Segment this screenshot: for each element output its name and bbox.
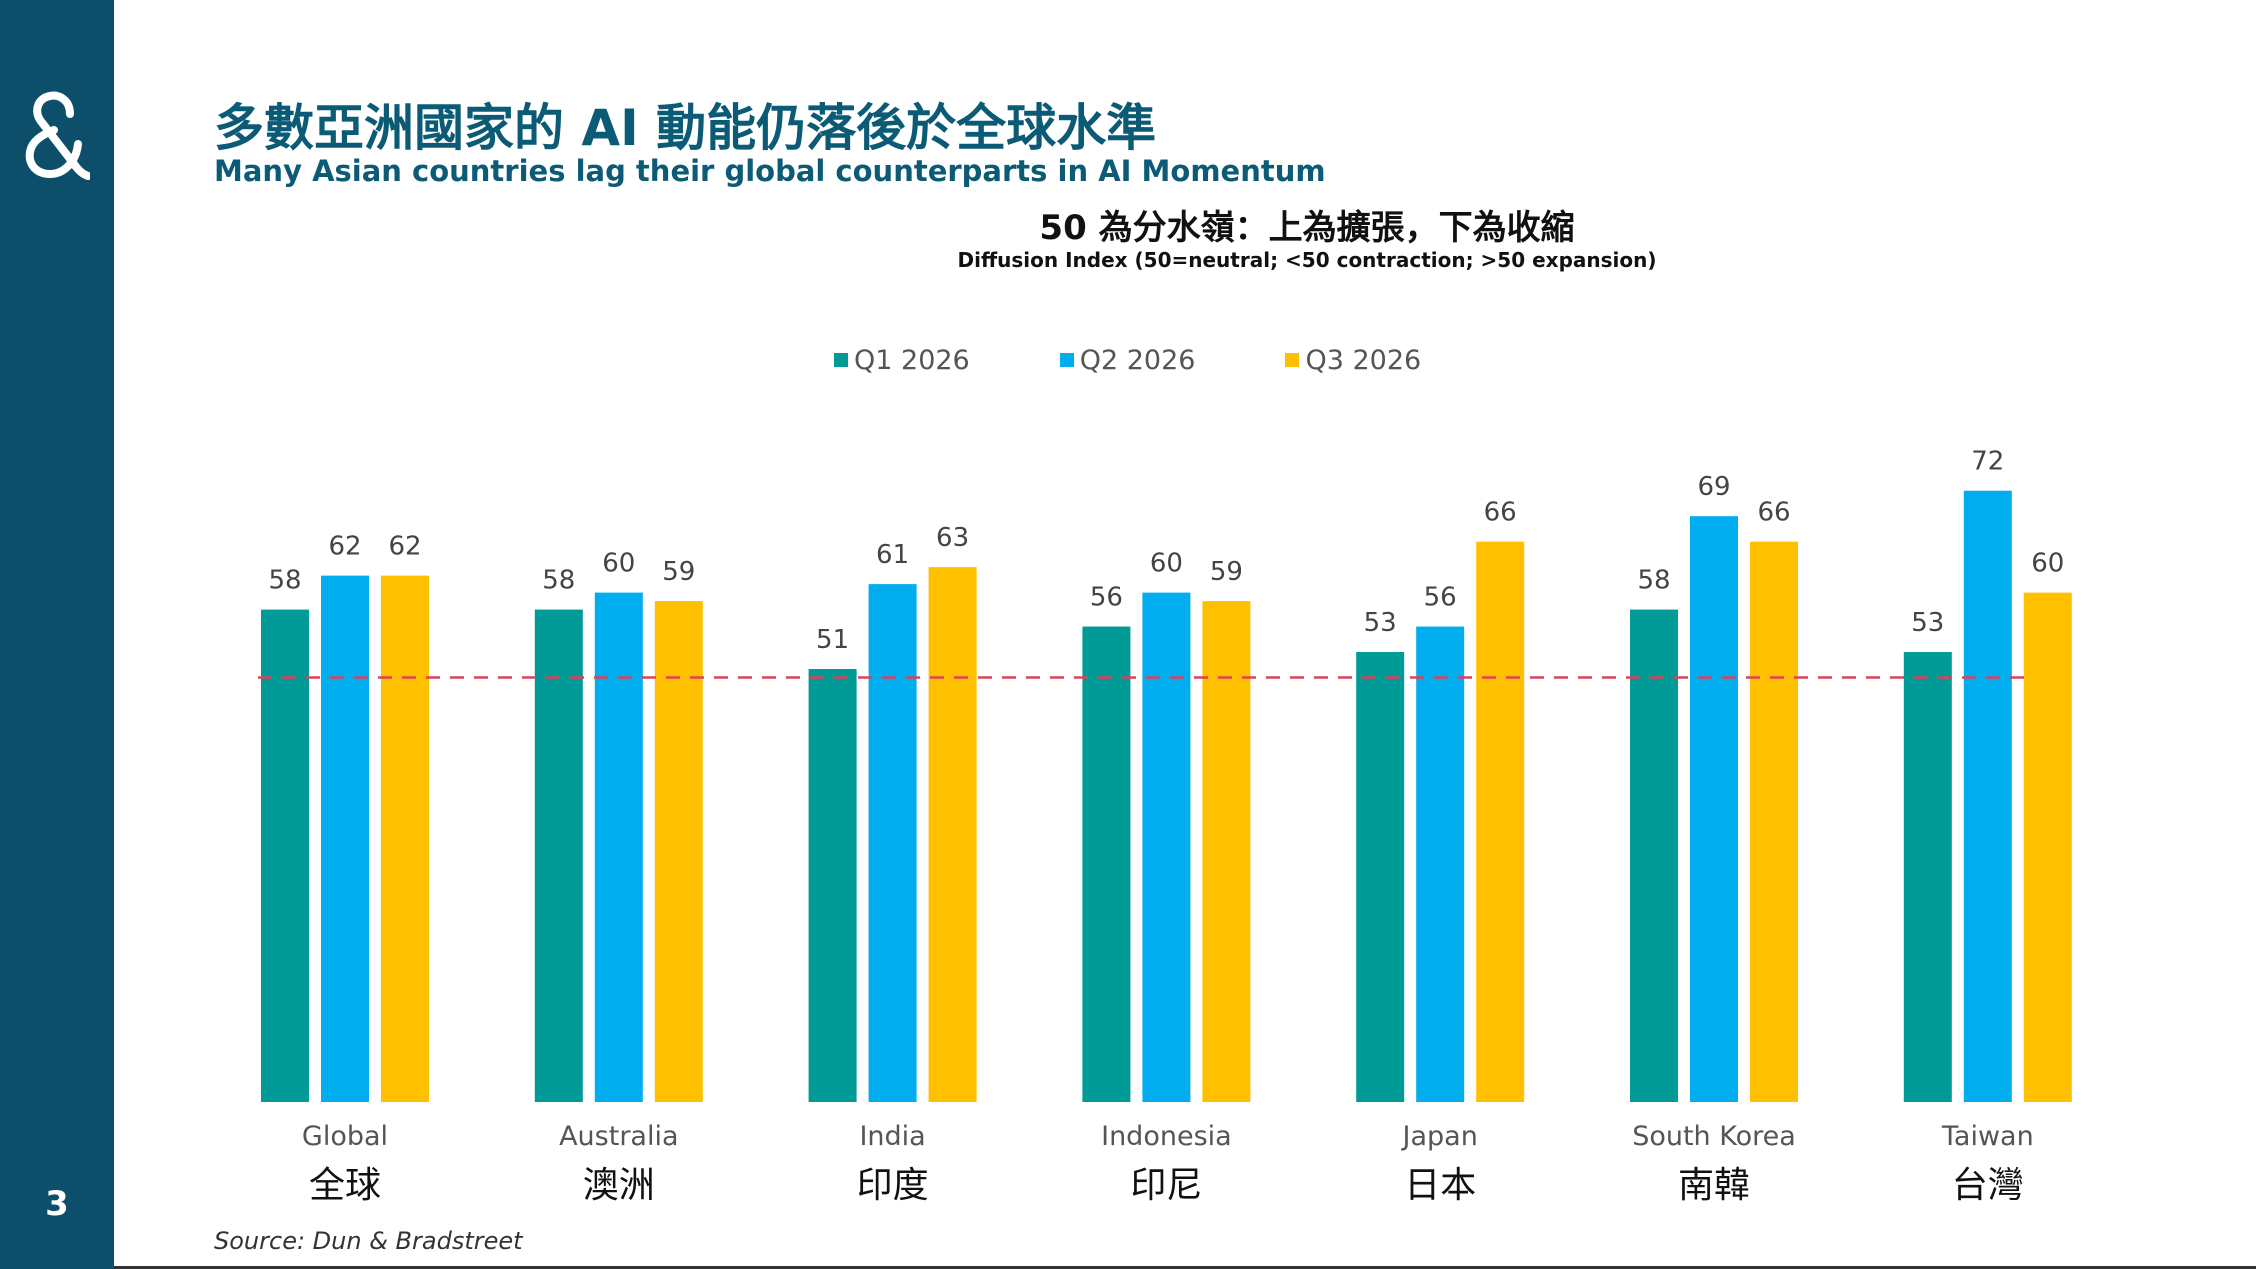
bar: [1416, 626, 1465, 1102]
bar: [261, 609, 309, 1102]
category-label: Taiwan: [1941, 1121, 2034, 1152]
category-label-zh: 日本: [1404, 1165, 1476, 1206]
bar: [321, 575, 369, 1102]
page-title: 多數亞洲國家的 AI 動能仍落後於全球水準: [214, 99, 1157, 157]
data-label: 58: [1637, 566, 1670, 596]
category-label-zh: 台灣: [1952, 1165, 2024, 1206]
category-label-zh: 澳洲: [583, 1165, 655, 1206]
category-label: Indonesia: [1101, 1121, 1232, 1152]
bar: [928, 567, 977, 1102]
legend-label-q1: Q1 2026: [854, 344, 970, 376]
bar: [534, 609, 583, 1102]
bar: [594, 592, 643, 1102]
legend-item-q1: Q1 2026: [834, 345, 970, 376]
chart-subtitle: Diffusion Index (50=neutral; <50 contrac…: [957, 248, 1657, 272]
bar: [808, 669, 857, 1102]
legend-item-q2: Q2 2026: [1059, 344, 1196, 376]
page-subtitle: Many Asian countries lag their global co…: [214, 154, 1326, 188]
chart-title: 50 為分水嶺：上為擴張，下為收縮: [1039, 208, 1575, 248]
category-label: South Korea: [1632, 1121, 1796, 1152]
legend-label-q2: Q2 2026: [1079, 344, 1196, 376]
bar: [1202, 601, 1251, 1102]
category-label: India: [859, 1121, 925, 1152]
source-note: Source: Dun & Bradstreet: [214, 1227, 523, 1255]
bar: [381, 575, 429, 1102]
legend-swatch-q2: [1059, 353, 1074, 367]
category-label-zh: 全球: [309, 1165, 381, 1206]
page-number: 3: [45, 1184, 69, 1224]
data-label: 56: [1424, 583, 1457, 613]
data-label: 62: [328, 532, 361, 562]
chart-legend: Q1 2026 Q2 2026 Q3 2026: [834, 342, 1511, 378]
data-label: 62: [388, 532, 421, 562]
data-label: 66: [1484, 498, 1517, 528]
bar: [1142, 592, 1191, 1102]
data-label: 63: [936, 523, 969, 553]
category-label: Global: [302, 1121, 388, 1152]
bar: [1903, 652, 1952, 1102]
data-label: 66: [1757, 498, 1790, 528]
bar: [1690, 516, 1738, 1102]
category-label: Japan: [1401, 1121, 1478, 1152]
bar: [1356, 652, 1405, 1102]
data-label: 72: [1971, 447, 2004, 477]
legend-label-q3: Q3 2026: [1305, 344, 1422, 376]
category-label: Australia: [559, 1121, 678, 1152]
bar: [2023, 592, 2072, 1102]
data-label: 61: [876, 540, 909, 570]
data-label: 60: [2031, 549, 2064, 579]
data-label: 69: [1697, 472, 1730, 502]
bar: [1476, 541, 1525, 1102]
data-label: 59: [1210, 557, 1243, 587]
data-label: 60: [602, 549, 635, 579]
bar: [1630, 609, 1678, 1102]
data-label: 58: [268, 566, 301, 596]
data-label: 59: [662, 557, 695, 587]
data-label: 58: [542, 566, 575, 596]
data-label: 60: [1150, 549, 1183, 579]
category-label-zh: 印尼: [1130, 1165, 1202, 1206]
bar: [1963, 490, 2012, 1103]
sidebar: 3: [0, 0, 114, 1269]
data-label: 51: [816, 625, 849, 655]
legend-swatch-q3: [1285, 353, 1300, 367]
category-label-zh: 南韓: [1678, 1165, 1750, 1206]
ampersand-logo-icon: [25, 91, 90, 180]
data-label: 53: [1364, 608, 1397, 638]
category-label-zh: 印度: [857, 1165, 929, 1206]
bar: [1750, 541, 1798, 1102]
bar: [1082, 626, 1131, 1102]
legend-item-q3: Q3 2026: [1285, 345, 1421, 376]
legend-swatch-q1: [834, 353, 848, 367]
data-label: 56: [1090, 583, 1123, 613]
bar: [654, 601, 703, 1102]
data-label: 53: [1911, 608, 1944, 638]
bar: [868, 584, 917, 1102]
bottom-rule: [114, 1266, 2256, 1269]
